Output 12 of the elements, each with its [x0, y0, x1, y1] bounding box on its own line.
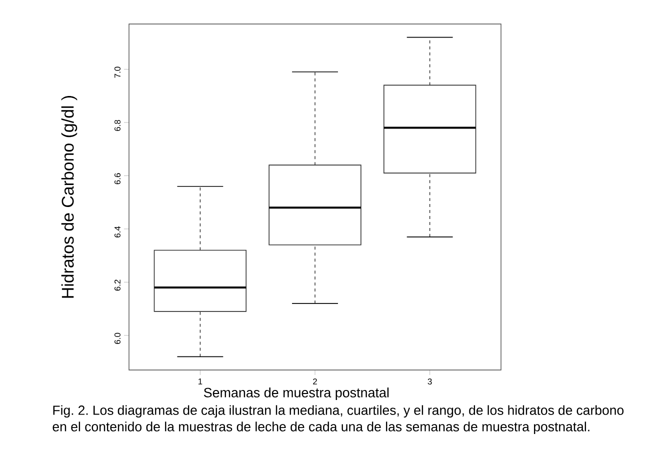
y-axis-title: Hidratos de Carbono (g/dl )	[61, 96, 78, 298]
y-tick-label: 7.0	[114, 66, 120, 78]
caption: Fig. 2. Los diagramas de caja ilustran la mediana, cuartiles, y el rango, de los hidratos de carbono en el contenido de la muestras de leche de cada una de las semanas de muestra postnatal.	[52, 405, 624, 434]
x-tick-label: 2	[313, 378, 317, 384]
y-tick-label: 6.0	[114, 332, 120, 344]
x-tick-label: 3	[428, 378, 432, 385]
y-tick-label: 6.2	[114, 280, 120, 291]
x-axis-title: Semanas de muestra postnatal	[204, 388, 389, 400]
y-tick-label: 6.8	[114, 120, 120, 131]
x-tick-label: 1	[198, 378, 202, 384]
y-tick-label: 6.4	[114, 226, 120, 238]
y-tick-label: 6.6	[114, 173, 120, 184]
